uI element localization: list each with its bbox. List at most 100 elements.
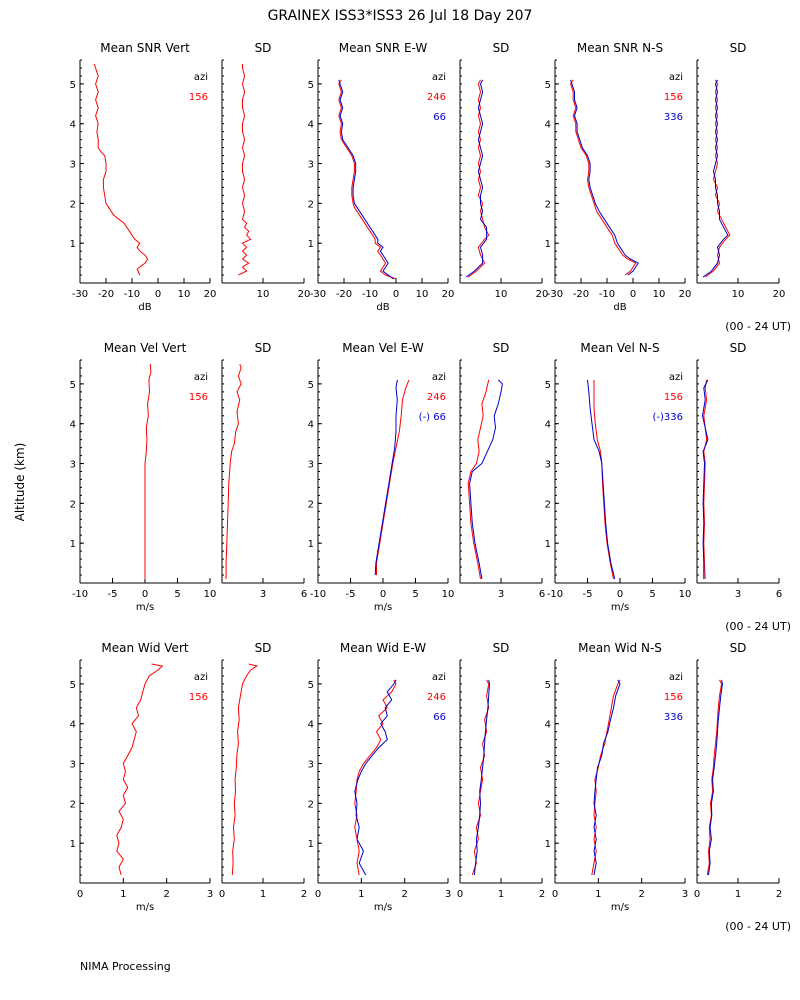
y-tick-label: 2 <box>70 499 76 510</box>
series-line-blue <box>701 379 709 579</box>
x-tick-label: 6 <box>539 589 545 600</box>
x-tick-label: 1 <box>260 889 266 900</box>
time-range-label-row2: (00 - 24 UT) <box>725 620 791 633</box>
y-tick-label: 4 <box>308 720 314 731</box>
series-line-blue <box>465 79 488 278</box>
x-tick-label: -5 <box>346 589 356 600</box>
x-tick-label: -20 <box>573 289 589 300</box>
legend-entry: 156 <box>664 392 683 403</box>
x-tick-label: 3 <box>445 889 451 900</box>
y-tick-label: 5 <box>70 380 76 391</box>
legend-header: azi <box>194 72 208 83</box>
legend-header: azi <box>669 672 683 683</box>
y-tick-label: 3 <box>545 460 551 471</box>
x-tick-label: 2 <box>539 889 545 900</box>
x-tick-label: 20 <box>298 289 311 300</box>
y-tick-label: 5 <box>70 80 76 91</box>
time-range-label-row1: (00 - 24 UT) <box>725 320 791 333</box>
panel-1-2: Mean Vel E-W 1 2 3 4 5 -10 -5 0 5 10 m/s azi 246 (-) 6… <box>308 341 455 613</box>
x-tick-label: 5 <box>174 589 180 600</box>
legend-entry: 156 <box>664 692 683 703</box>
series-line-blue <box>469 379 503 580</box>
panel-title: Mean SNR E-W <box>339 41 428 55</box>
y-tick-label: 4 <box>545 720 551 731</box>
x-tick-label: -10 <box>599 289 615 300</box>
series-line-red <box>354 679 397 876</box>
series-line-blue <box>702 79 729 278</box>
y-tick-label: 2 <box>545 199 551 210</box>
x-tick-label: -10 <box>124 289 140 300</box>
panel-2-4: Mean Wid N-S 1 2 3 4 5 0 1 2 3 m/s azi 156 336 <box>545 641 689 913</box>
x-tick-label: 0 <box>630 289 636 300</box>
series-line-red <box>593 379 614 580</box>
x-tick-label: 0 <box>617 589 623 600</box>
series-line-red <box>706 679 723 876</box>
series-line-red <box>704 79 731 278</box>
panel-1-0: Mean Vel Vert 1 2 3 4 5 -10 -5 0 5 10 m/s azi 156 <box>70 341 217 613</box>
x-tick-label: -30 <box>310 289 326 300</box>
legend-entry: 156 <box>189 92 208 103</box>
legend-entry: 156 <box>189 692 208 703</box>
panel-2-0: Mean Wid Vert 1 2 3 4 5 0 1 2 3 m/s azi 156 <box>70 641 214 913</box>
y-tick-label: 4 <box>70 720 76 731</box>
y-tick-label: 4 <box>70 120 76 131</box>
x-tick-label: 0 <box>457 889 463 900</box>
series-line-red <box>116 663 164 876</box>
panel-title: SD <box>255 341 272 355</box>
panel-2-5: SD 0 1 2 <box>694 641 782 900</box>
x-tick-label: 0 <box>219 889 225 900</box>
legend-header: azi <box>194 672 208 683</box>
y-tick-label: 1 <box>70 239 76 250</box>
y-tick-label: 3 <box>308 160 314 171</box>
panel-title: Mean Wid Vert <box>101 641 188 655</box>
figure-title: GRAINEX ISS3*ISS3 26 Jul 18 Day 207 <box>268 8 533 24</box>
y-tick-label: 4 <box>308 420 314 431</box>
y-tick-label: 2 <box>308 199 314 210</box>
y-tick-label: 4 <box>308 120 314 131</box>
legend-entry: 66 <box>433 112 446 123</box>
series-line-red <box>703 379 708 580</box>
x-axis-label: dB <box>138 302 151 313</box>
x-tick-label: 10 <box>495 289 508 300</box>
x-tick-label: 3 <box>682 889 688 900</box>
series-line-red <box>225 363 242 579</box>
legend-entry: (-)336 <box>653 412 684 423</box>
legend-header: azi <box>669 372 683 383</box>
panel-0-3: SD 10 20 <box>459 41 548 300</box>
x-tick-label: 0 <box>552 889 558 900</box>
x-tick-label: 2 <box>401 889 407 900</box>
y-tick-label: 3 <box>545 160 551 171</box>
legend-entry: 336 <box>664 712 683 723</box>
series-line-blue <box>593 679 621 876</box>
x-tick-label: 10 <box>442 589 455 600</box>
series-line-blue <box>354 679 397 876</box>
y-tick-label: 5 <box>308 680 314 691</box>
x-tick-label: 6 <box>301 589 307 600</box>
panel-0-5: SD 10 20 <box>696 41 785 300</box>
x-tick-label: 2 <box>638 889 644 900</box>
x-tick-label: 0 <box>393 289 399 300</box>
series-line-blue <box>473 679 491 876</box>
panel-1-5: SD 3 6 <box>696 341 782 600</box>
x-tick-label: 3 <box>735 589 741 600</box>
x-tick-label: 2 <box>301 889 307 900</box>
y-tick-label: 3 <box>70 160 76 171</box>
x-tick-label: -10 <box>72 589 88 600</box>
panel-0-2: Mean SNR E-W 1 2 3 4 5 -30 -20 -10 0 10 20 dB azi 246 6… <box>308 41 455 313</box>
legend-entry: 246 <box>427 692 446 703</box>
y-tick-label: 3 <box>308 460 314 471</box>
series-line-blue <box>374 379 398 576</box>
panel-title: Mean SNR N-S <box>577 41 663 55</box>
x-tick-label: 0 <box>380 589 386 600</box>
panel-1-3: SD 3 6 <box>459 341 545 600</box>
y-tick-label: 4 <box>545 420 551 431</box>
y-tick-label: 1 <box>308 239 314 250</box>
x-tick-label: 2 <box>776 889 782 900</box>
x-tick-label: 20 <box>442 289 455 300</box>
legend-header: azi <box>669 72 683 83</box>
panel-2-2: Mean Wid E-W 1 2 3 4 5 0 1 2 3 m/s azi 246 66 <box>308 641 452 913</box>
y-tick-label: 5 <box>308 380 314 391</box>
x-tick-label: 2 <box>163 889 169 900</box>
y-tick-label: 1 <box>70 839 76 850</box>
